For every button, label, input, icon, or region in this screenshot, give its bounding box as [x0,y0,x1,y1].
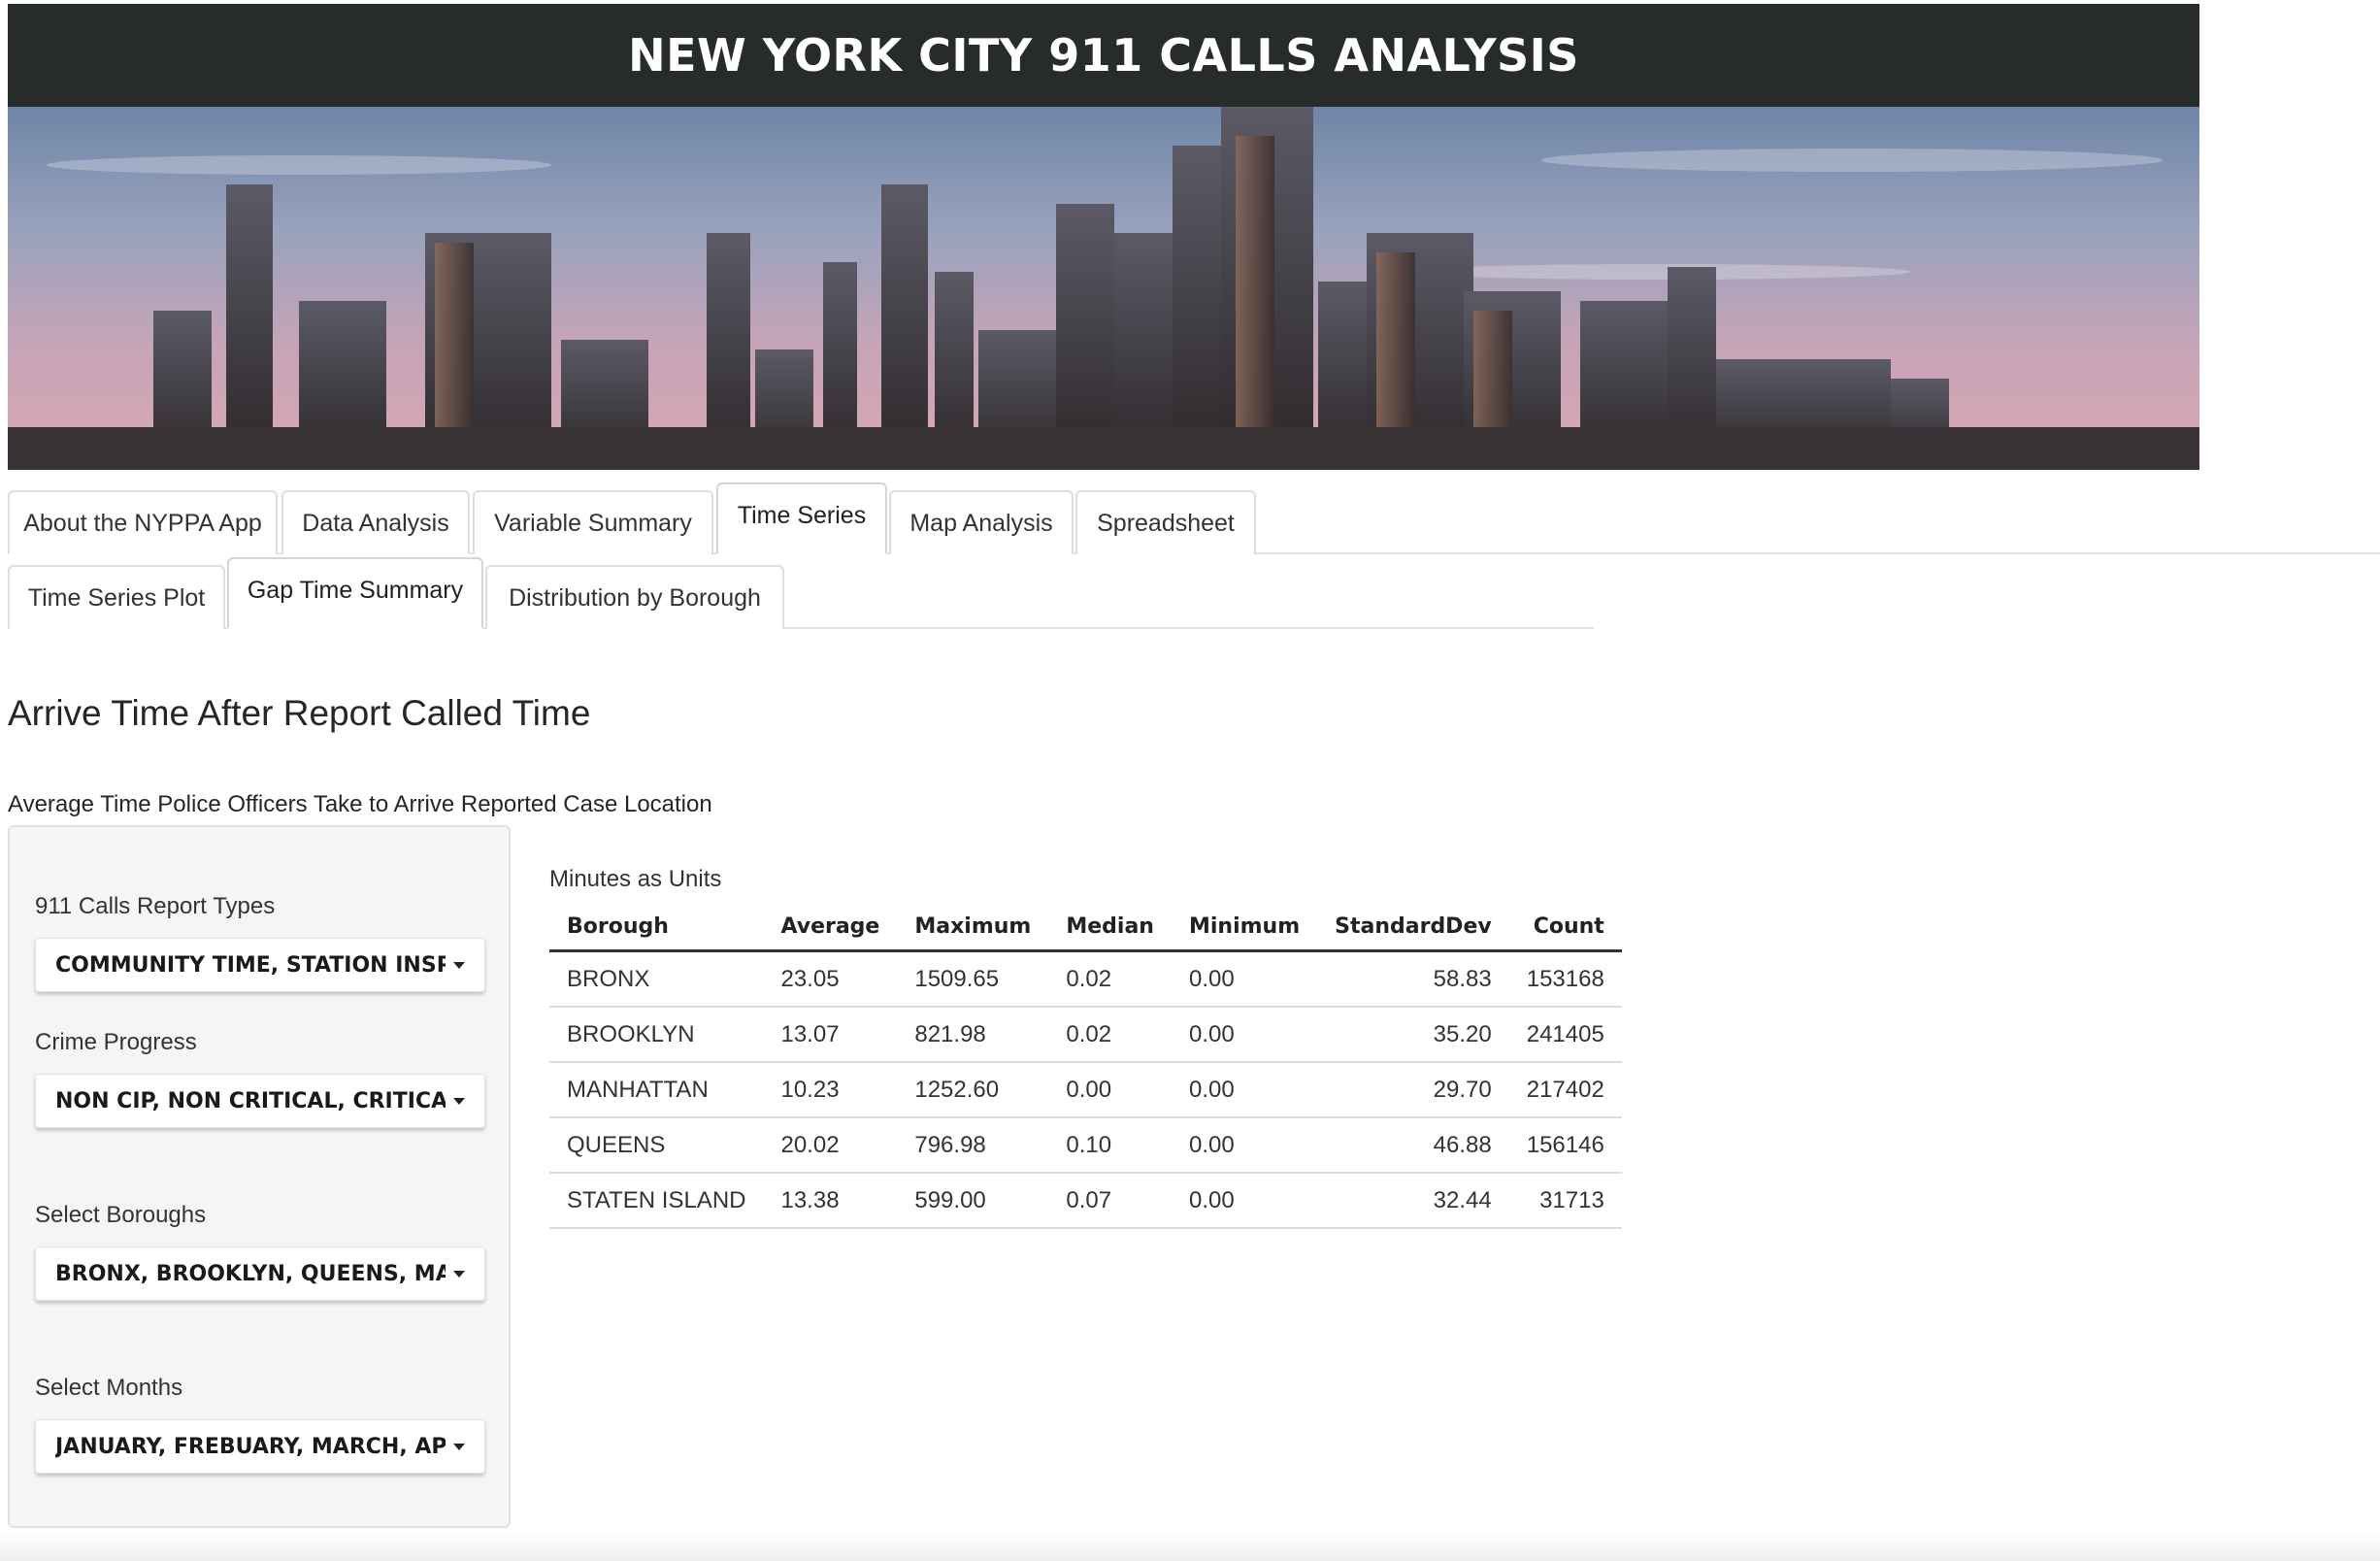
months-select[interactable]: JANUARY, FREBUARY, MARCH, APRIL [35,1419,485,1474]
cell-median: 0.00 [1048,1062,1172,1118]
col-average: Average [763,903,898,952]
filter-sidebar: 911 Calls Report Types COMMUNITY TIME, S… [8,825,511,1528]
cell-count: 217402 [1508,1062,1622,1118]
table-row: BRONX 23.05 1509.65 0.02 0.00 58.83 1531… [549,950,1622,1008]
table-row: MANHATTAN 10.23 1252.60 0.00 0.00 29.70 … [549,1062,1622,1118]
tab-spreadsheet[interactable]: Spreadsheet [1075,490,1256,554]
cell-maximum: 1252.60 [897,1062,1049,1118]
months-value: JANUARY, FREBUARY, MARCH, APRIL [55,1434,446,1459]
subtab-time-series-plot[interactable]: Time Series Plot [8,565,225,629]
cell-minimum: 0.00 [1171,1117,1318,1174]
cell-standarddev: 29.70 [1317,1062,1509,1118]
table-row: STATEN ISLAND 13.38 599.00 0.07 0.00 32.… [549,1173,1622,1229]
cell-maximum: 599.00 [897,1173,1049,1229]
chevron-down-icon [453,1271,465,1278]
report-types-label: 911 Calls Report Types [35,893,276,919]
table-row: BROOKLYN 13.07 821.98 0.02 0.00 35.20 24… [549,1007,1622,1063]
table-caption: Minutes as Units [549,866,722,892]
tab-variable-summary[interactable]: Variable Summary [473,490,713,554]
cell-maximum: 821.98 [897,1007,1049,1063]
months-label: Select Months [35,1375,183,1401]
cell-maximum: 796.98 [897,1117,1049,1174]
cell-borough: BROOKLYN [549,1007,764,1063]
col-borough: Borough [549,903,764,952]
subtab-distribution-by-borough[interactable]: Distribution by Borough [485,565,784,629]
cell-standarddev: 46.88 [1317,1117,1509,1174]
cell-median: 0.02 [1048,1007,1172,1063]
col-minimum: Minimum [1171,903,1318,952]
cell-average: 20.02 [763,1117,898,1174]
col-count: Count [1508,903,1622,952]
page-subtitle: Average Time Police Officers Take to Arr… [8,791,712,817]
cell-average: 23.05 [763,950,898,1008]
tab-about[interactable]: About the NYPPA App [8,490,278,554]
cell-average: 13.38 [763,1173,898,1229]
cell-borough: QUEENS [549,1117,764,1174]
report-types-select[interactable]: COMMUNITY TIME, STATION INSPECTI [35,938,485,992]
cell-minimum: 0.00 [1171,1007,1318,1063]
col-standarddev: StandardDev [1317,903,1509,952]
tab-data-analysis[interactable]: Data Analysis [281,490,470,554]
cell-count: 241405 [1508,1007,1622,1063]
cell-minimum: 0.00 [1171,1173,1318,1229]
boroughs-label: Select Boroughs [35,1202,207,1228]
cell-average: 10.23 [763,1062,898,1118]
cell-borough: STATEN ISLAND [549,1173,764,1229]
cell-standarddev: 35.20 [1317,1007,1509,1063]
chevron-down-icon [453,962,465,969]
table-header-row: Borough Average Maximum Median Minimum S… [549,903,1622,952]
chevron-down-icon [453,1444,465,1450]
chevron-down-icon [453,1098,465,1105]
crime-progress-value: NON CIP, NON CRITICAL, CRITICAL, SE [55,1088,446,1113]
cell-count: 31713 [1508,1173,1622,1229]
app-title: NEW YORK CITY 911 CALLS ANALYSIS [8,4,2199,107]
tab-map-analysis[interactable]: Map Analysis [889,490,1074,554]
table-row: QUEENS 20.02 796.98 0.10 0.00 46.88 1561… [549,1117,1622,1174]
cell-borough: MANHATTAN [549,1062,764,1118]
skyline-banner-image [8,107,2199,470]
boroughs-select[interactable]: BRONX, BROOKLYN, QUEENS, MANHA [35,1246,485,1301]
cell-standarddev: 32.44 [1317,1173,1509,1229]
crime-progress-label: Crime Progress [35,1029,197,1055]
cell-borough: BRONX [549,950,764,1008]
cell-standarddev: 58.83 [1317,950,1509,1008]
cell-count: 156146 [1508,1117,1622,1174]
cell-minimum: 0.00 [1171,1062,1318,1118]
subtab-gap-time-summary[interactable]: Gap Time Summary [227,557,483,629]
tab-time-series[interactable]: Time Series [716,482,887,554]
crime-progress-select[interactable]: NON CIP, NON CRITICAL, CRITICAL, SE [35,1074,485,1128]
cell-maximum: 1509.65 [897,950,1049,1008]
page-title: Arrive Time After Report Called Time [8,693,591,733]
cell-median: 0.10 [1048,1117,1172,1174]
gap-time-table: Borough Average Maximum Median Minimum S… [549,903,1622,1229]
col-median: Median [1048,903,1172,952]
col-maximum: Maximum [897,903,1049,952]
cell-minimum: 0.00 [1171,950,1318,1008]
cell-average: 13.07 [763,1007,898,1063]
boroughs-value: BRONX, BROOKLYN, QUEENS, MANHA [55,1261,446,1286]
cell-count: 153168 [1508,950,1622,1008]
cell-median: 0.07 [1048,1173,1172,1229]
page-footer-shadow [0,1532,2380,1561]
report-types-value: COMMUNITY TIME, STATION INSPECTI [55,952,446,978]
cell-median: 0.02 [1048,950,1172,1008]
